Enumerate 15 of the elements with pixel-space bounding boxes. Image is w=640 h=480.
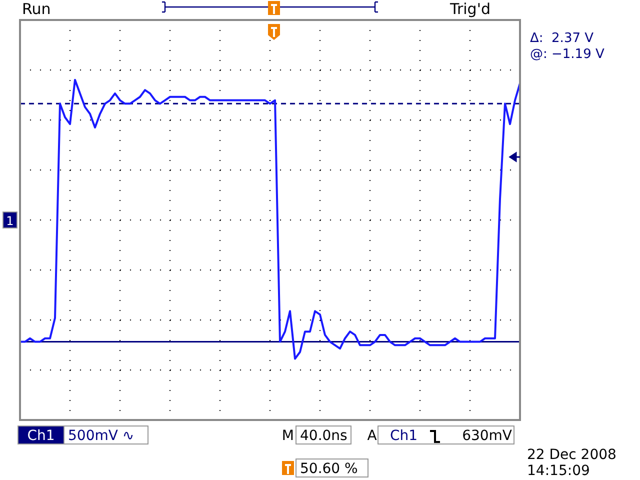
text: Ch1 [27, 428, 55, 444]
text: A [367, 428, 378, 444]
text: Δ: 2.37 V [530, 31, 594, 46]
text: 1 [6, 214, 14, 228]
text: 500mV ∿ [68, 428, 134, 444]
text: Run [22, 0, 51, 18]
text: 14:15:09 [527, 463, 590, 479]
text: M [282, 428, 294, 444]
text: Ch1 [390, 428, 418, 444]
text: 40.0ns [300, 428, 348, 444]
text: Trig'd [449, 0, 490, 18]
text: 22 Dec 2008 [527, 447, 616, 463]
text: @: −1.19 V [530, 47, 604, 62]
text: 630mV [462, 428, 512, 444]
text: 50.60 % [300, 461, 358, 477]
